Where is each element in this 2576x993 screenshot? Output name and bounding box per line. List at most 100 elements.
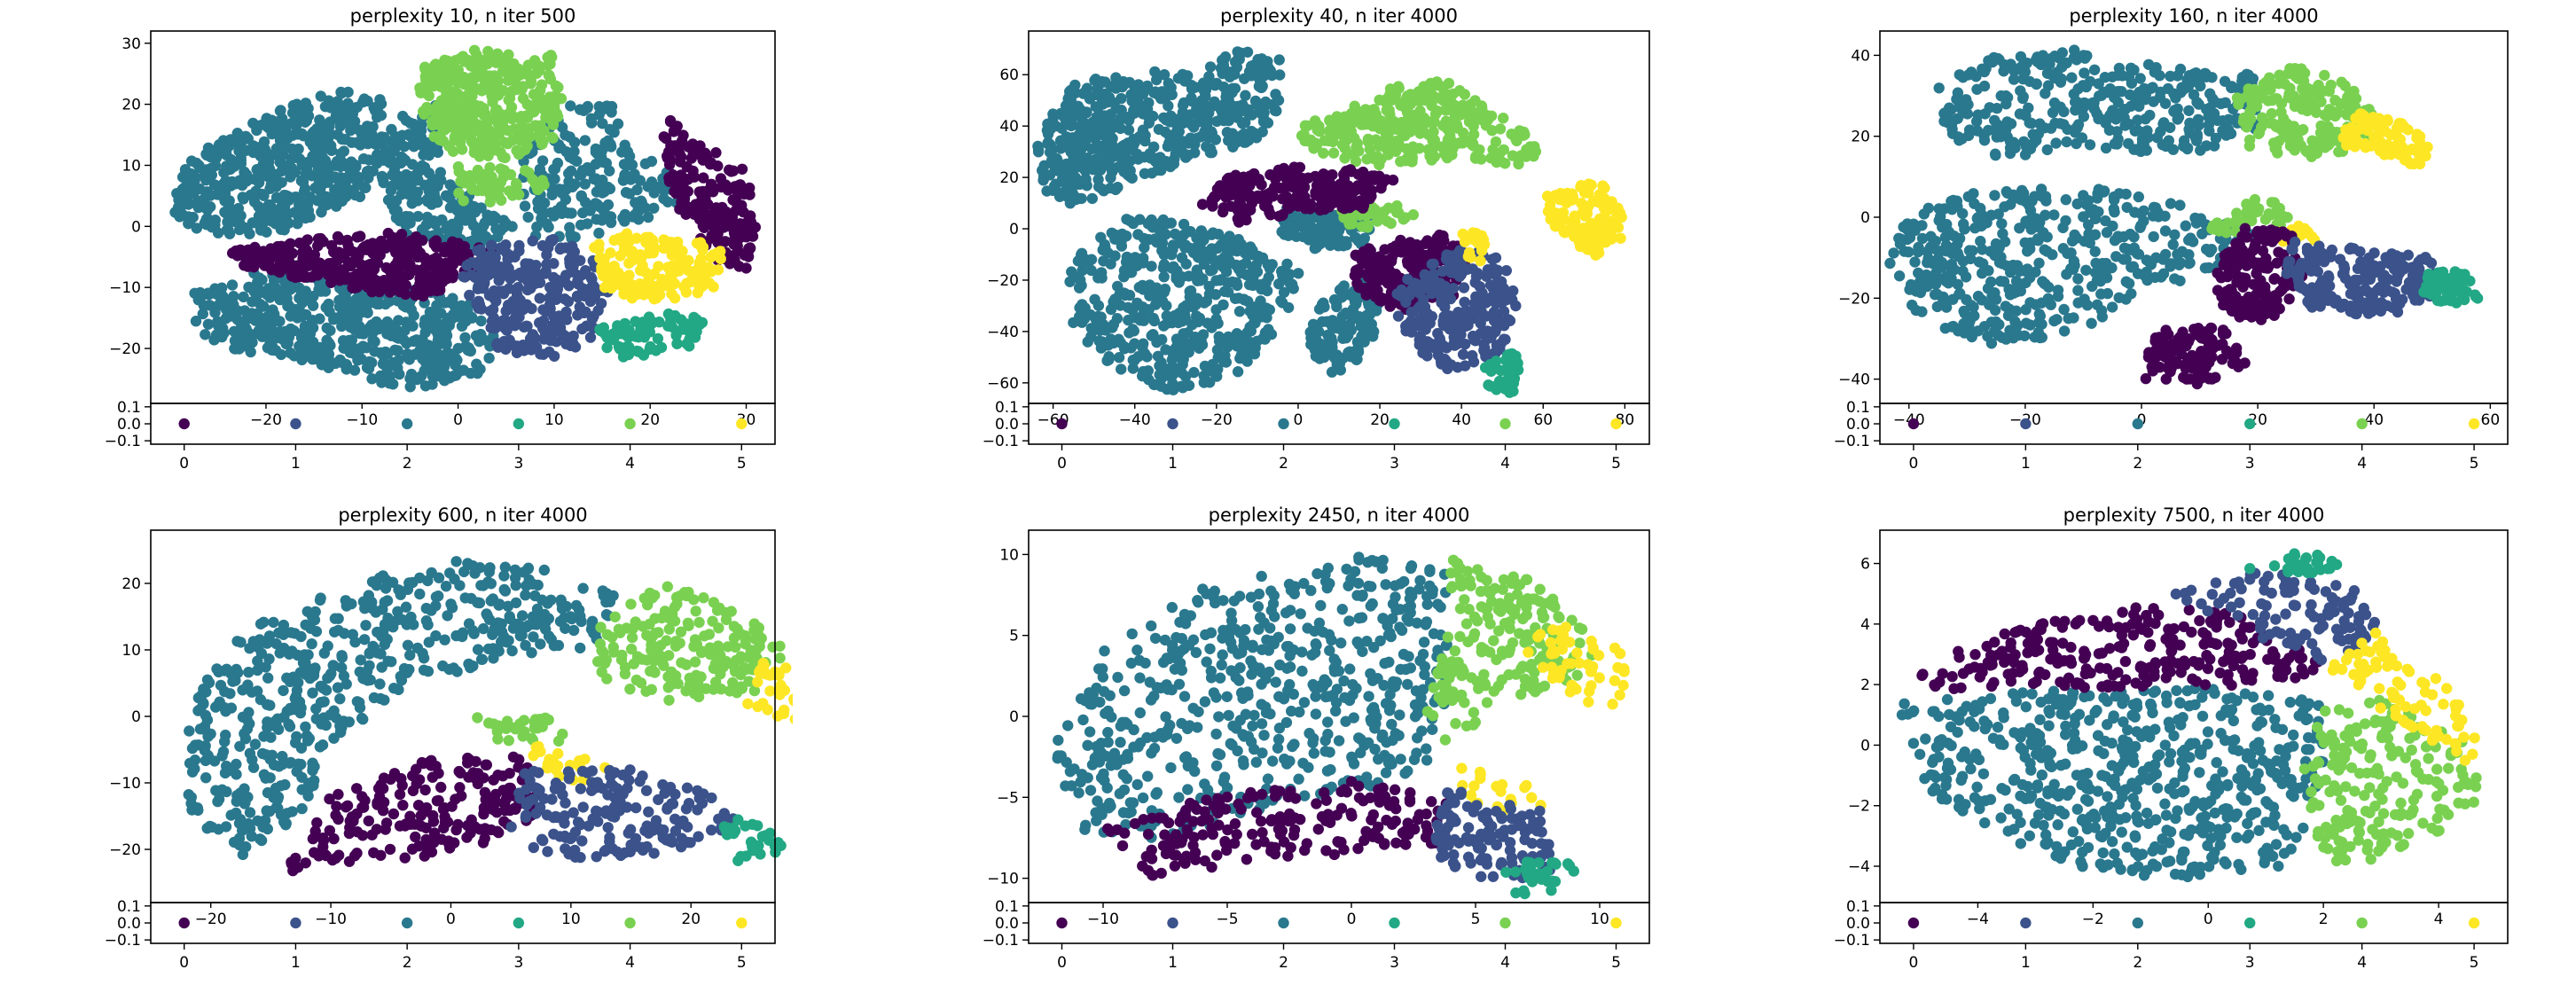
- point: [1273, 278, 1285, 290]
- point: [387, 169, 398, 181]
- point: [1319, 135, 1330, 146]
- point: [503, 125, 514, 137]
- point: [662, 196, 674, 207]
- point: [1302, 120, 1313, 132]
- point: [325, 257, 338, 270]
- point: [1158, 69, 1171, 81]
- point: [736, 163, 748, 175]
- point: [481, 252, 492, 263]
- point: [455, 246, 466, 258]
- point: [1157, 262, 1170, 274]
- point: [1327, 191, 1338, 202]
- point: [654, 289, 666, 301]
- point: [1305, 229, 1317, 241]
- point: [452, 342, 464, 355]
- point: [476, 178, 489, 190]
- point: [547, 334, 559, 347]
- point: [1147, 312, 1159, 324]
- point: [282, 207, 294, 220]
- point: [1273, 210, 1285, 222]
- point: [1224, 231, 1235, 242]
- point: [596, 262, 607, 273]
- point: [1307, 318, 1319, 330]
- point: [623, 341, 635, 353]
- point: [1197, 77, 1210, 89]
- point: [1042, 137, 1054, 148]
- point: [408, 309, 419, 322]
- point: [1458, 282, 1470, 293]
- point: [190, 316, 202, 327]
- point: [216, 282, 228, 293]
- point: [633, 205, 645, 216]
- point: [416, 223, 428, 236]
- point: [671, 338, 683, 349]
- point: [1513, 158, 1524, 170]
- point: [321, 322, 333, 334]
- point: [314, 313, 325, 324]
- point: [1219, 349, 1231, 362]
- point: [474, 262, 487, 273]
- point: [1240, 90, 1251, 101]
- point: [334, 192, 346, 204]
- point: [658, 131, 669, 143]
- point: [1126, 144, 1138, 155]
- point: [1407, 209, 1419, 221]
- point: [1218, 81, 1230, 93]
- point: [525, 78, 536, 90]
- point: [702, 199, 714, 210]
- point: [312, 183, 324, 195]
- point: [1041, 124, 1053, 137]
- point: [459, 271, 471, 283]
- point: [469, 207, 482, 218]
- point: [435, 356, 446, 368]
- point: [1166, 317, 1178, 329]
- point: [405, 368, 418, 380]
- point: [646, 289, 657, 301]
- point: [613, 278, 624, 291]
- point: [209, 160, 222, 172]
- point: [604, 279, 616, 291]
- point: [1158, 286, 1170, 298]
- point: [617, 237, 629, 248]
- point: [546, 131, 558, 143]
- point: [663, 320, 676, 332]
- point: [598, 322, 609, 333]
- point: [490, 137, 502, 150]
- point: [1218, 285, 1231, 297]
- point: [1210, 134, 1222, 145]
- point: [1123, 114, 1135, 126]
- point: [1242, 203, 1255, 215]
- point: [1110, 82, 1122, 94]
- point: [1073, 129, 1084, 141]
- point: [1422, 129, 1435, 141]
- point: [1037, 170, 1050, 183]
- point: [421, 355, 433, 366]
- point: [1077, 264, 1088, 277]
- point: [1248, 271, 1259, 284]
- strip-x-tick-label: 0: [179, 455, 189, 473]
- point: [489, 73, 500, 85]
- point: [245, 346, 256, 358]
- point: [1254, 304, 1265, 316]
- point: [513, 282, 524, 293]
- point: [574, 301, 585, 313]
- point: [542, 51, 553, 63]
- point: [1079, 302, 1091, 314]
- point: [1191, 310, 1202, 322]
- point: [552, 284, 563, 295]
- point: [431, 348, 443, 359]
- point: [1074, 121, 1085, 133]
- point: [527, 235, 538, 246]
- point: [1417, 121, 1429, 133]
- point: [719, 236, 731, 247]
- point: [419, 61, 431, 73]
- point: [486, 191, 497, 202]
- point: [596, 145, 607, 157]
- point: [1272, 94, 1285, 106]
- point: [429, 59, 441, 71]
- point: [1470, 151, 1482, 162]
- point: [432, 328, 443, 340]
- point: [615, 250, 626, 262]
- point: [548, 210, 560, 222]
- point: [1239, 73, 1250, 84]
